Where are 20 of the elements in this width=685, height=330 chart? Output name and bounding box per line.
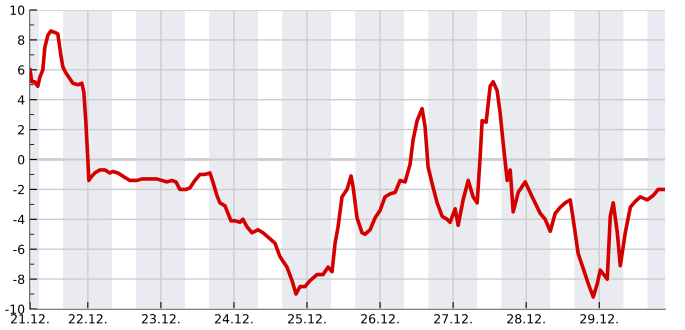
y-tick-label: -8 bbox=[13, 274, 24, 284]
y-tick-label: -6 bbox=[13, 244, 24, 254]
x-tick-label: 22.12. bbox=[68, 314, 106, 324]
x-tick-label: 25.12. bbox=[288, 314, 326, 324]
x-tick-label: 29.12. bbox=[580, 314, 618, 324]
x-tick-label: 26.12. bbox=[361, 314, 399, 324]
x-tick-label: 23.12. bbox=[142, 314, 180, 324]
x-tick-label: 28.12. bbox=[507, 314, 545, 324]
y-tick-label: 10 bbox=[10, 5, 24, 15]
x-tick-label: 24.12. bbox=[214, 314, 252, 324]
x-tick-label: 21.12. bbox=[11, 314, 49, 324]
y-tick-label: 8 bbox=[18, 35, 24, 45]
y-tick-label: -10 bbox=[5, 304, 24, 314]
x-tick-label: 27.12. bbox=[434, 314, 472, 324]
y-tick-label: 0 bbox=[18, 154, 24, 164]
y-tick-label: 6 bbox=[18, 65, 24, 75]
y-tick-label: 2 bbox=[18, 125, 24, 134]
y-tick-label: -2 bbox=[13, 184, 24, 194]
y-tick-label: 4 bbox=[18, 95, 24, 104]
y-tick-label: -4 bbox=[13, 214, 24, 224]
